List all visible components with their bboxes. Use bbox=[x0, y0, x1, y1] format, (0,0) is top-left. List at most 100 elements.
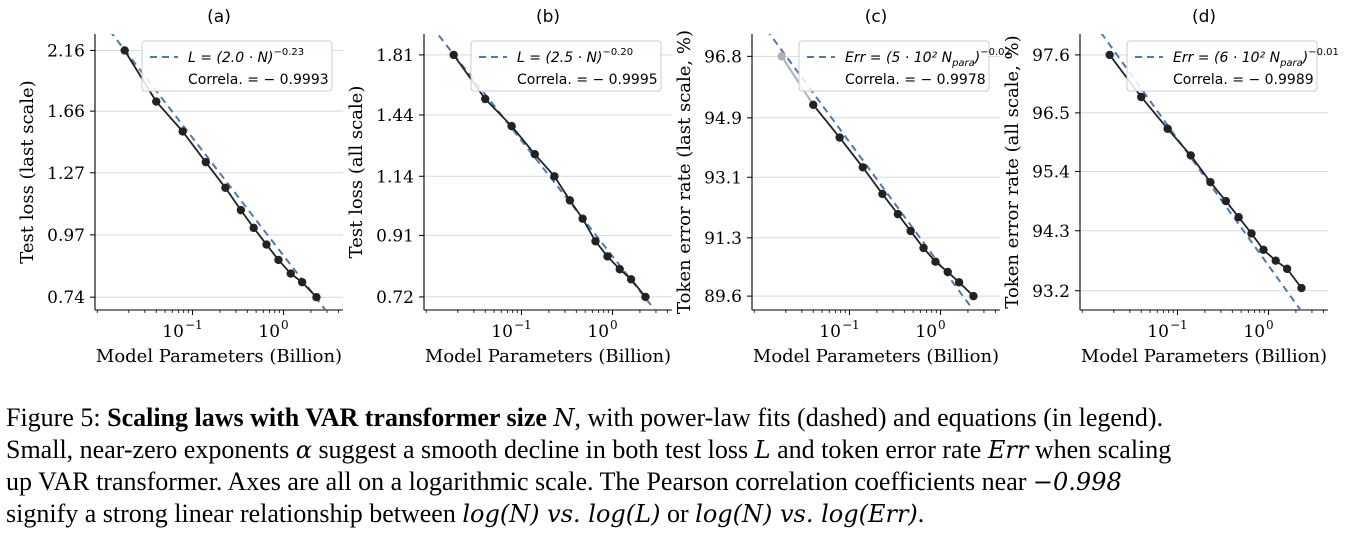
y-tick-label: 2.16 bbox=[47, 41, 85, 61]
data-point bbox=[565, 196, 575, 205]
data-point bbox=[262, 240, 271, 249]
caption-line-4: signify a strong linear relationship bet… bbox=[6, 498, 1351, 530]
x-tick-exponent: −1 bbox=[514, 318, 532, 332]
legend-correlation: Correla. = − 0.9989 bbox=[1173, 72, 1314, 88]
data-point bbox=[1105, 50, 1114, 60]
data-point bbox=[507, 121, 516, 131]
x-tick-exponent: −1 bbox=[1170, 318, 1188, 332]
panel-title: (c) bbox=[865, 7, 888, 27]
x-axis-label: Model Parameters (Billion) bbox=[425, 346, 671, 367]
y-tick-label: 89.6 bbox=[704, 287, 742, 307]
y-tick-label: 1.44 bbox=[376, 106, 414, 126]
x-axis-label: Model Parameters (Billion) bbox=[1081, 346, 1327, 367]
panel-title: (a) bbox=[207, 7, 231, 27]
data-point bbox=[1221, 196, 1231, 206]
y-axis-label: Token error rate (last scale, %) bbox=[674, 30, 695, 314]
legend-box bbox=[1126, 40, 1318, 92]
caption-expression-2: log(N) vs. log(Err) bbox=[695, 500, 918, 528]
data-point bbox=[809, 100, 818, 109]
legend-correlation: Correla. = − 0.9993 bbox=[188, 72, 329, 88]
data-point bbox=[1137, 92, 1146, 102]
caption-symbol-n: N bbox=[553, 404, 575, 432]
data-point bbox=[449, 50, 458, 60]
x-tick-label: 10−1 bbox=[162, 318, 202, 342]
caption-symbol-alpha: α bbox=[295, 436, 312, 464]
y-tick-label: 1.66 bbox=[47, 102, 85, 122]
caption-line-3: up VAR transformer. Axes are all on a lo… bbox=[6, 466, 1351, 498]
y-axis-label: Test loss (all scale) bbox=[346, 86, 367, 259]
caption-line-2: Small, near-zero exponents α suggest a s… bbox=[6, 434, 1351, 466]
legend-box bbox=[470, 40, 662, 92]
x-tick-label: 100 bbox=[258, 318, 288, 342]
y-tick-label: 96.5 bbox=[1032, 104, 1070, 124]
legend-fit-exponent: −0.01 bbox=[1308, 47, 1339, 58]
data-point bbox=[919, 243, 928, 253]
data-line bbox=[812, 104, 975, 297]
y-tick-label: 95.4 bbox=[1032, 162, 1070, 182]
legend-box bbox=[798, 40, 990, 92]
data-point bbox=[578, 214, 587, 223]
data-point bbox=[615, 265, 624, 274]
data-point bbox=[1186, 151, 1195, 160]
data-point bbox=[550, 172, 559, 181]
data-point bbox=[152, 97, 161, 106]
panel-title: (d) bbox=[1192, 7, 1216, 27]
data-point bbox=[1163, 124, 1172, 133]
data-point bbox=[1297, 283, 1306, 293]
y-tick-label: 93.2 bbox=[1032, 282, 1070, 302]
data-point bbox=[120, 46, 129, 55]
legend-fit-close: ) bbox=[1302, 50, 1308, 66]
data-point bbox=[906, 226, 915, 236]
data-point bbox=[1259, 245, 1268, 254]
data-point bbox=[236, 205, 246, 215]
data-point bbox=[312, 293, 321, 302]
x-tick-label: 100 bbox=[1243, 318, 1273, 342]
data-point bbox=[858, 163, 867, 172]
x-tick-label: 10−1 bbox=[819, 318, 859, 342]
x-tick-exponent: −1 bbox=[842, 318, 860, 332]
y-tick-label: 0.91 bbox=[376, 226, 414, 246]
legend-fit-close: ) bbox=[974, 50, 980, 66]
data-point bbox=[931, 257, 940, 266]
data-point bbox=[221, 183, 230, 192]
legend-correlation: Correla. = − 0.9978 bbox=[845, 72, 986, 88]
caption-text: signify a strong linear relationship bet… bbox=[6, 499, 456, 528]
data-point bbox=[274, 255, 283, 265]
data-point bbox=[591, 237, 600, 246]
x-tick-label: 10−1 bbox=[491, 318, 531, 342]
data-point bbox=[249, 223, 258, 233]
caption-line1-rest: , with power-law fits (dashed) and equat… bbox=[574, 403, 1164, 432]
x-tick-exponent: 0 bbox=[610, 318, 618, 332]
y-axis-label: Token error rate (all scale, %) bbox=[1002, 35, 1023, 308]
data-point bbox=[178, 127, 187, 136]
panel-title: (b) bbox=[536, 7, 560, 27]
legend-fit-subscript: para bbox=[951, 58, 975, 69]
caption-expression-1: log(N) vs. log(L) bbox=[462, 500, 661, 528]
fit-line bbox=[1100, 34, 1302, 310]
y-tick-label: 0.72 bbox=[376, 288, 414, 308]
y-tick-label: 94.9 bbox=[704, 109, 742, 129]
y-tick-label: 1.81 bbox=[376, 46, 414, 66]
x-tick-exponent: 0 bbox=[1266, 318, 1274, 332]
data-point bbox=[297, 277, 307, 287]
caption-text: Small, near-zero exponents bbox=[6, 435, 290, 464]
caption-figure-label: Figure 5: bbox=[6, 403, 101, 432]
caption-text: up VAR transformer. Axes are all on a lo… bbox=[6, 467, 1027, 496]
x-axis-label: Model Parameters (Billion) bbox=[96, 346, 342, 367]
y-tick-label: 1.27 bbox=[47, 164, 85, 184]
legend-fit-subscript: para bbox=[1279, 58, 1303, 69]
y-tick-label: 0.97 bbox=[47, 226, 85, 246]
x-tick-label: 100 bbox=[587, 318, 617, 342]
y-tick-label: 0.74 bbox=[47, 288, 85, 308]
data-point bbox=[626, 275, 636, 284]
data-line-outlier-segment bbox=[780, 55, 815, 106]
data-point bbox=[893, 209, 903, 219]
legend-box bbox=[141, 40, 333, 92]
data-point bbox=[969, 291, 978, 301]
data-point bbox=[1282, 264, 1292, 274]
